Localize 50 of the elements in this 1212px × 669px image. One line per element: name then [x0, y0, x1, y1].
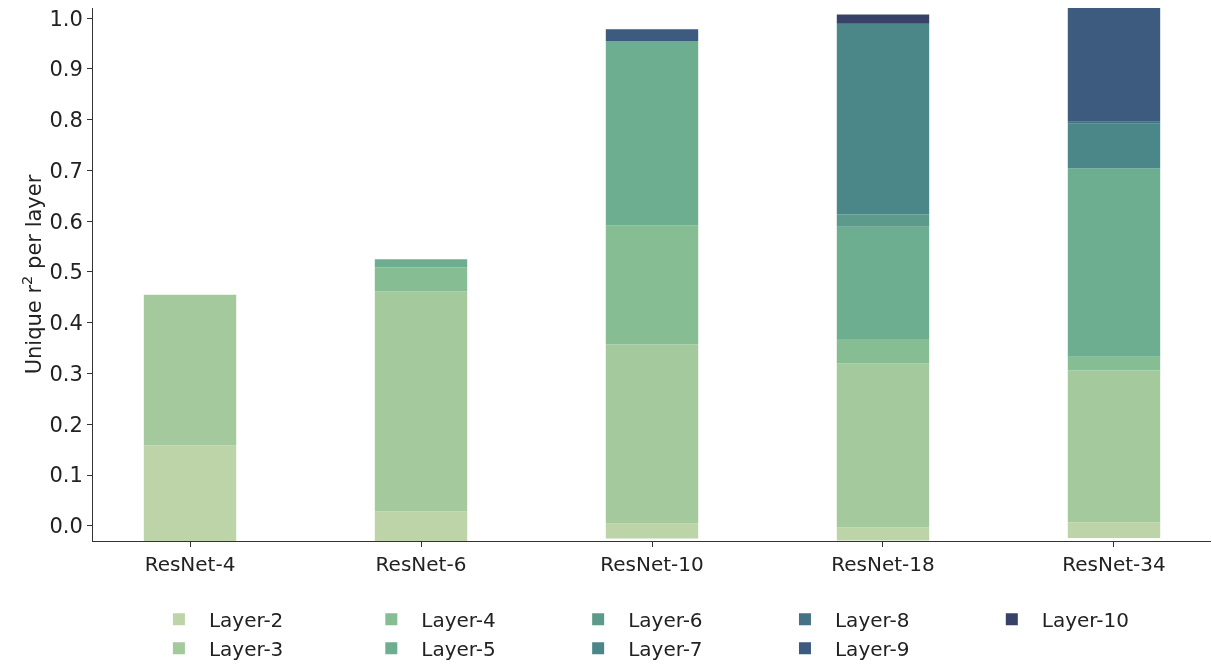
legend-label: Layer-7	[628, 636, 703, 661]
bar	[1067, 522, 1161, 538]
bar	[605, 523, 699, 539]
bar	[605, 225, 699, 345]
bar	[836, 363, 930, 528]
legend-label: Layer-5	[421, 636, 496, 661]
bar	[143, 445, 237, 541]
legend-label: Layer-3	[208, 636, 284, 661]
legend-label: Layer-10	[1041, 607, 1129, 632]
bar	[1067, 168, 1161, 357]
bar	[836, 23, 930, 215]
y-tick-label: 0.2	[49, 412, 83, 437]
bar	[836, 214, 930, 227]
legend-label: Layer-4	[421, 607, 496, 632]
bar	[836, 527, 930, 541]
x-tick-label: ResNet-34	[1062, 552, 1166, 576]
bar	[374, 259, 468, 268]
bar	[836, 226, 930, 339]
y-tick-label: 0.0	[49, 514, 83, 539]
bar	[605, 29, 699, 41]
x-tick-label: ResNet-18	[831, 552, 935, 576]
legend-label: Layer-2	[208, 607, 284, 632]
legend-label: Layer-8	[834, 607, 910, 632]
bar	[1067, 121, 1161, 124]
bar	[836, 14, 930, 24]
y-tick-label: 0.9	[49, 57, 83, 82]
y-tick-label: 0.7	[49, 158, 83, 183]
bar	[143, 294, 237, 446]
y-tick-label: 0.1	[49, 463, 83, 488]
bar	[605, 344, 699, 524]
legend-label: Layer-9	[834, 636, 910, 661]
bar	[1067, 356, 1161, 371]
y-tick-label: 0.4	[49, 311, 83, 336]
bar	[1067, 370, 1161, 523]
y-tick-label: 0.5	[49, 260, 83, 285]
y-tick-label: 1.0	[49, 6, 83, 31]
bar	[605, 41, 699, 226]
y-tick-label: 0.8	[49, 108, 83, 133]
legend-label: Layer-6	[628, 607, 703, 632]
y-tick-label: 0.6	[49, 209, 83, 234]
bar	[836, 338, 930, 364]
x-tick-label: ResNet-6	[375, 552, 467, 576]
x-tick-label: ResNet-10	[600, 552, 704, 576]
x-tick-label: ResNet-4	[144, 552, 236, 576]
y-tick-label: 0.3	[49, 361, 83, 386]
bar	[374, 267, 468, 292]
bar	[1067, 8, 1161, 122]
bar	[374, 291, 468, 512]
bar	[1067, 123, 1161, 169]
bar	[374, 511, 468, 541]
